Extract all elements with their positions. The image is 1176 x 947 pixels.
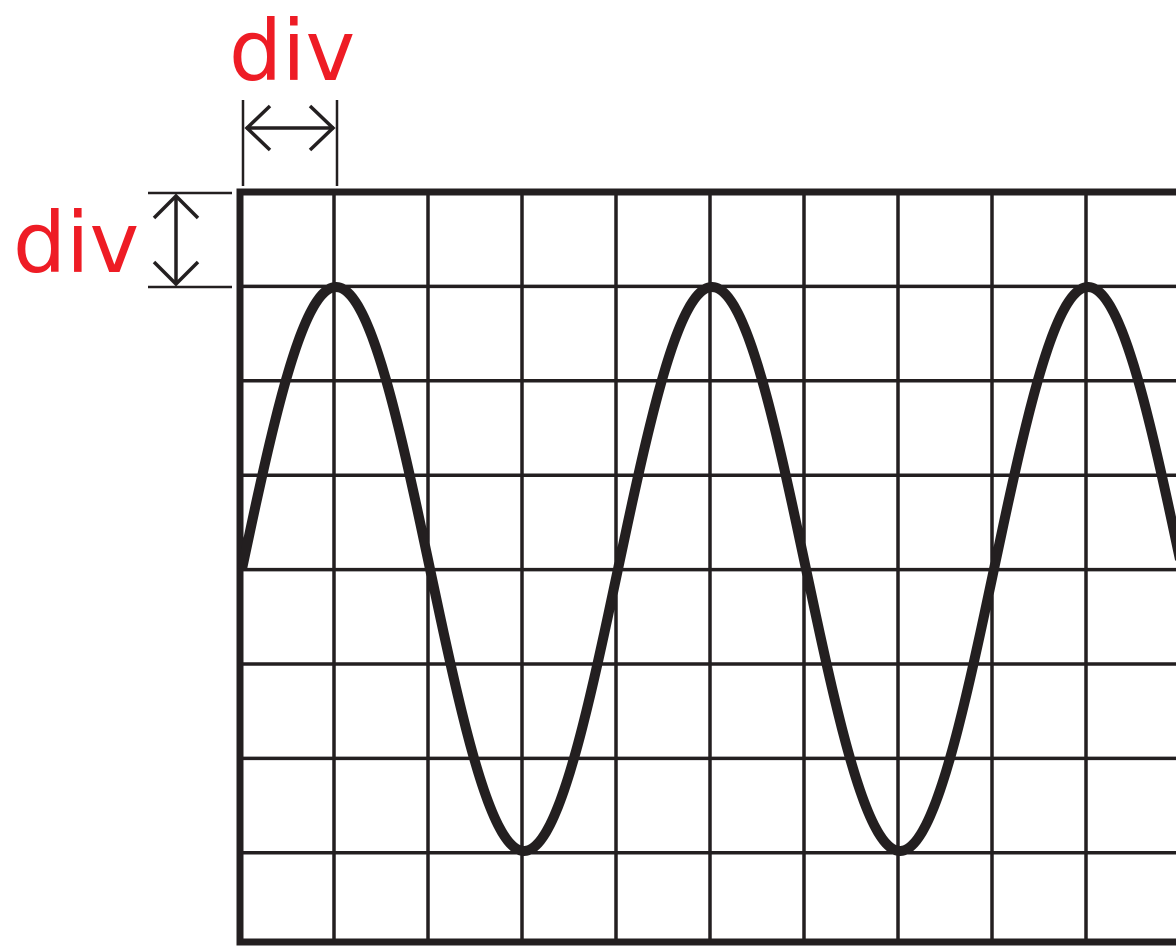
sine-wave xyxy=(237,282,1176,856)
screen-border xyxy=(236,188,1176,946)
vertical-division-label: div xyxy=(13,194,139,292)
vertical-division-marker xyxy=(148,191,232,289)
horizontal-division-label: div xyxy=(229,2,355,100)
horizontal-division-marker xyxy=(241,100,339,186)
grid xyxy=(240,192,1176,942)
